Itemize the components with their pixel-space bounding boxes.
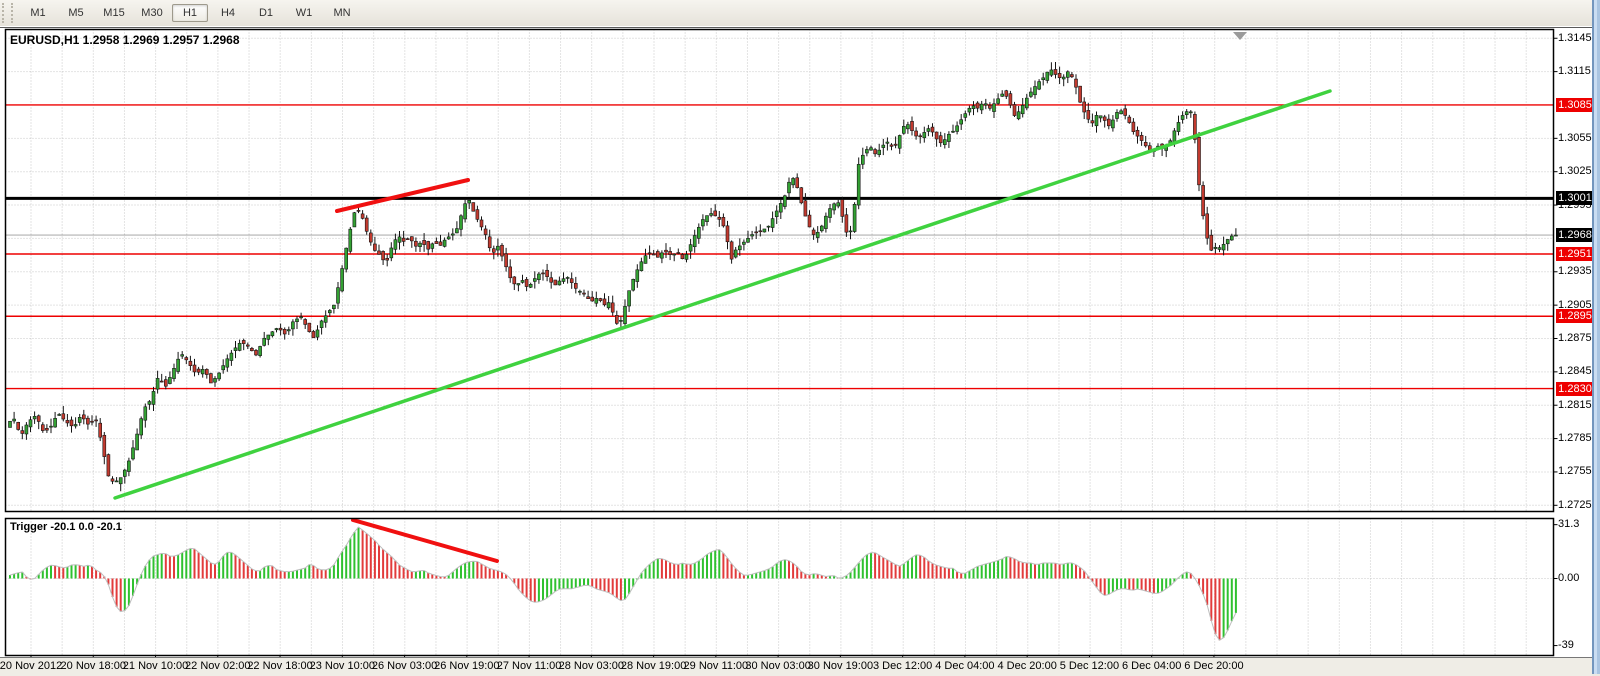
- main-pane[interactable]: [5, 29, 1554, 512]
- price-axis-label: 1.3145: [1558, 31, 1592, 44]
- timeframe-button-M15[interactable]: M15: [103, 7, 125, 19]
- timeframe-button-H4[interactable]: H4: [220, 7, 236, 19]
- time-axis-label: 22 Nov 02:00: [185, 660, 251, 672]
- time-axis-label: 27 Nov 11:00: [496, 660, 562, 672]
- green-uptrend-line[interactable]: [113, 89, 1332, 500]
- price-flag-1.3085: 1.3085: [1556, 97, 1594, 112]
- time-axis-label: 21 Nov 10:00: [122, 660, 189, 672]
- time-axis-label: 30 Nov 03:00: [745, 660, 811, 672]
- time-axis-label: 3 Dec 12:00: [872, 660, 933, 672]
- indicator-pane[interactable]: [5, 518, 1554, 656]
- timeframe-button-M5[interactable]: M5: [68, 7, 84, 19]
- toolbar-grip-handle[interactable]: [2, 3, 13, 23]
- price-axis-label: 1.2905: [1558, 298, 1592, 311]
- indicator-envelope-line: [9, 526, 1237, 641]
- price-axis-label: 1.2785: [1558, 432, 1592, 445]
- price-axis-label: 1.2845: [1558, 365, 1592, 378]
- timeframe-buttons: M1 M5 M15 M30 H1 H4 D1 W1 MN: [19, 4, 361, 22]
- time-axis[interactable]: 20 Nov 2012 20 Nov 18:00 21 Nov 10:00 22 No…: [0, 657, 1592, 676]
- time-axis-label: 30 Nov 19:00: [807, 660, 874, 672]
- time-axis-label: 4 Dec 20:00: [997, 660, 1057, 672]
- indicator-label: Trigger -20.1 0.0 -20.1: [10, 521, 122, 533]
- price-flag-1.2830: 1.2830: [1556, 381, 1594, 396]
- chart-shift-marker: [1233, 32, 1247, 40]
- time-axis-label: 26 Nov 03:00: [371, 660, 438, 672]
- time-axis-label: 28 Nov 03:00: [558, 660, 625, 672]
- time-axis-label: 26 Nov 19:00: [434, 660, 500, 672]
- price-flag-1.2895: 1.2895: [1556, 309, 1594, 324]
- timeframe-button-M30[interactable]: M30: [141, 7, 163, 19]
- time-axis-label: 22 Nov 18:00: [247, 660, 313, 672]
- chart-title: EURUSD,H1 1.2958 1.2969 1.2957 1.2968: [10, 33, 240, 47]
- price-flag-1.3001: 1.3001: [1556, 191, 1594, 206]
- price-axis-label: 1.3055: [1558, 131, 1592, 144]
- timeframe-button-D1[interactable]: D1: [258, 7, 274, 19]
- time-axis-label: 23 Nov 10:00: [309, 660, 376, 672]
- window-right-edge: [1592, 0, 1600, 674]
- time-axis-label: 4 Dec 04:00: [935, 660, 995, 672]
- time-axis-label: 6 Dec 20:00: [1184, 660, 1244, 672]
- indicator-axis-label: 31.3: [1558, 518, 1580, 531]
- red-divergence-line[interactable]: [351, 518, 499, 563]
- time-axis-label: 20 Nov 18:00: [60, 660, 126, 672]
- price-axis-label: 1.3115: [1558, 65, 1591, 78]
- indicator-pane-border: [4, 517, 1555, 657]
- timeframe-button-H1[interactable]: H1: [172, 4, 208, 22]
- indicator-histogram: [9, 527, 1237, 641]
- price-flag-1.2968: 1.2968: [1556, 228, 1594, 243]
- price-flag-1.2951: 1.2951: [1556, 246, 1594, 261]
- price-chart-canvas[interactable]: [0, 28, 1592, 675]
- timeframe-button-W1[interactable]: W1: [295, 7, 313, 19]
- price-axis-label: 1.2755: [1558, 465, 1592, 478]
- timeframe-toolbar: M1 M5 M15 M30 H1 H4 D1 W1 MN: [0, 0, 1592, 27]
- time-axis-label: 6 Dec 04:00: [1122, 660, 1182, 672]
- timeframe-button-M1[interactable]: M1: [30, 7, 46, 19]
- red-resistance-line[interactable]: [335, 178, 470, 213]
- time-axis-label: 28 Nov 19:00: [620, 660, 687, 672]
- main-pane-border: [4, 28, 1555, 513]
- time-axis-label: 29 Nov 11:00: [683, 660, 749, 672]
- indicator-axis-label: -39: [1558, 639, 1574, 652]
- price-axis-label: 1.2935: [1558, 265, 1592, 278]
- time-axis-label: 5 Dec 12:00: [1059, 660, 1120, 672]
- price-axis-label: 1.2725: [1558, 498, 1592, 511]
- indicator-axis-label: 0.00: [1558, 572, 1580, 584]
- price-axis-label: 1.2875: [1558, 332, 1592, 344]
- time-axis-label: 20 Nov 2012: [0, 660, 63, 672]
- timeframe-button-MN[interactable]: MN: [333, 7, 351, 19]
- chart-window: EURUSD,H1 1.2958 1.2969 1.2957 1.2968 Tr…: [0, 27, 1594, 676]
- price-axis-label: 1.2815: [1558, 398, 1592, 411]
- candlesticks-layer: [8, 61, 1238, 492]
- price-axis-label: 1.3025: [1558, 165, 1592, 178]
